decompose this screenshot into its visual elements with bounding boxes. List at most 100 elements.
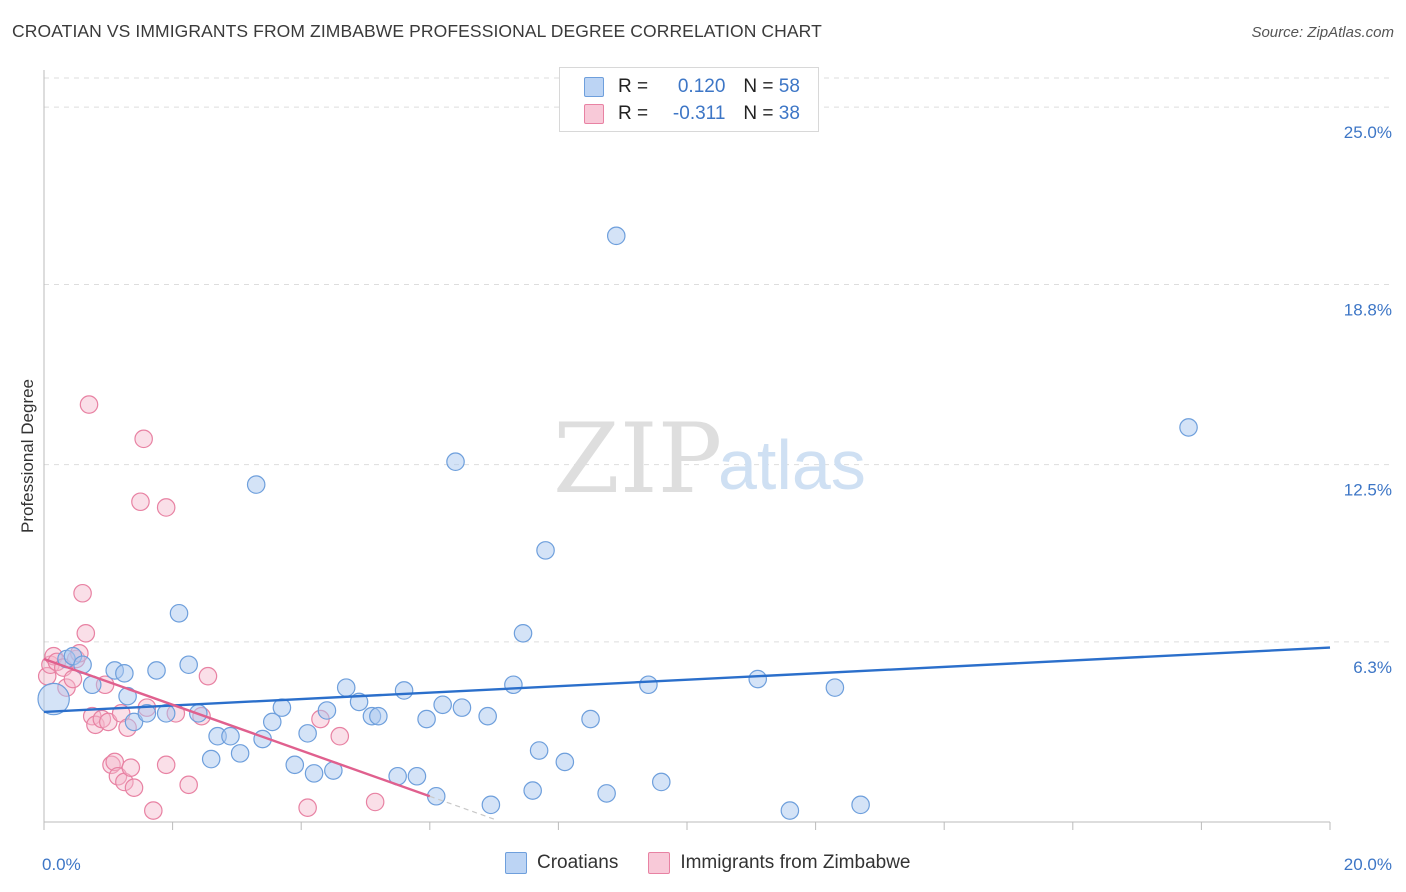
croatian-point	[825, 678, 845, 697]
croatian-point	[317, 701, 337, 720]
legend-r-value: -0.311	[672, 103, 726, 124]
zimbabwe-point	[198, 666, 218, 686]
y-tick-labels: 6.3% 12.5% 18.8% 25.0%	[1344, 123, 1392, 677]
grid-lines	[44, 77, 1392, 643]
legend-swatch-pink	[584, 104, 604, 124]
correlation-legend: R = 0.120 N = 58 R = -0.311 N = 38	[559, 67, 819, 132]
zimbabwe-swatch	[648, 852, 671, 874]
croatian-point	[452, 698, 472, 717]
chart-title: CROATIAN VS IMMIGRANTS FROM ZIMBABWE PRO…	[12, 21, 822, 41]
croatian-point	[639, 675, 658, 695]
y-tick-label: 6.3%	[1353, 658, 1392, 677]
y-tick-label: 12.5%	[1344, 481, 1392, 500]
zimbabwe-point	[76, 623, 96, 643]
croatian-point	[179, 655, 198, 675]
legend-row-zimbabwe: R = -0.311 N = 38	[584, 102, 800, 126]
croatian-point	[336, 678, 356, 697]
legend-row-croatians: R = 0.120 N = 58	[584, 75, 800, 99]
legend-n-label: N =	[743, 76, 774, 97]
series-legend-zimbabwe: Immigrants from Zimbabwe	[648, 852, 911, 874]
croatian-point	[446, 452, 465, 472]
croatians-swatch	[505, 852, 527, 874]
zimbabwe-point	[179, 775, 198, 795]
croatian-point	[1179, 418, 1198, 437]
croatian-point	[221, 726, 240, 746]
trend-lines	[43, 646, 1331, 820]
zimbabwe-point	[156, 755, 176, 775]
croatians-trend-line	[43, 646, 1331, 714]
zimbabwe-point	[105, 752, 125, 772]
croatian-point	[529, 741, 549, 760]
legend-r-label: R =	[618, 103, 649, 124]
legend-n-value: 38	[778, 103, 800, 124]
croatian-point	[513, 623, 533, 643]
legend-n-label: N =	[743, 103, 774, 124]
watermark-zip: ZIP	[553, 403, 722, 515]
zimbabwe-point	[365, 792, 385, 812]
croatian-point	[394, 681, 414, 700]
watermark-atlas: atlas	[718, 426, 866, 504]
croatian-point	[748, 669, 768, 689]
x-tick-labels: 0.0% 20.0%	[42, 855, 1392, 874]
legend-n-value: 58	[778, 76, 800, 97]
croatians-label: Croatians	[537, 852, 619, 873]
croatian-point	[504, 675, 523, 695]
zimbabwe-point	[298, 798, 317, 817]
zimbabwe-point	[121, 758, 141, 777]
y-tick-label: 18.8%	[1344, 300, 1392, 319]
croatian-points	[37, 226, 1198, 820]
croatian-point	[285, 755, 305, 775]
zimbabwe-trend-extension	[429, 795, 495, 820]
croatian-point	[201, 749, 221, 769]
zimbabwe-point	[330, 726, 350, 746]
croatian-point	[536, 541, 555, 560]
zimbabwe-point	[144, 801, 163, 820]
zimbabwe-point	[124, 778, 144, 797]
croatian-point	[523, 781, 542, 800]
croatian-point	[478, 706, 497, 726]
croatian-point	[272, 698, 292, 717]
croatian-point	[137, 704, 157, 723]
zimbabwe-point	[79, 395, 99, 414]
x-tick-label: 0.0%	[42, 855, 81, 874]
zimbabwe-point	[73, 583, 92, 603]
croatian-point	[230, 744, 250, 763]
series-legend: Croatians Immigrants from Zimbabwe	[505, 852, 941, 874]
croatian-point	[169, 603, 189, 623]
croatian-point	[581, 709, 600, 729]
croatian-point	[606, 226, 626, 246]
legend-r-label: R =	[618, 76, 649, 97]
croatian-point	[262, 712, 282, 732]
croatian-point	[115, 664, 134, 683]
croatian-point	[433, 695, 452, 715]
croatian-point	[147, 661, 166, 680]
croatian-point	[651, 772, 671, 792]
source-label: Source: ZipAtlas.com	[1251, 24, 1394, 41]
croatian-point	[369, 706, 388, 726]
croatian-point	[481, 795, 501, 815]
croatian-point	[851, 795, 870, 815]
croatian-point	[246, 475, 266, 494]
zimbabwe-point	[156, 498, 176, 517]
legend-r-value: 0.120	[677, 76, 726, 97]
zimbabwe-label: Immigrants from Zimbabwe	[680, 852, 911, 873]
croatian-point	[597, 784, 616, 803]
zimbabwe-point	[134, 429, 153, 449]
legend-swatch-blue	[584, 77, 604, 97]
y-tick-label: 25.0%	[1344, 123, 1392, 142]
croatian-point	[37, 682, 70, 716]
croatian-point	[407, 766, 427, 786]
croatian-point	[417, 709, 436, 729]
croatian-point	[304, 764, 324, 783]
croatian-point	[555, 752, 575, 772]
zimbabwe-point	[131, 492, 150, 512]
zimbabwe-point	[99, 712, 118, 732]
series-legend-croatians: Croatians	[505, 852, 618, 874]
zimbabwe-trend-line	[43, 657, 431, 798]
zimbabwe-point	[102, 755, 121, 775]
croatian-point	[298, 724, 317, 743]
croatian-point	[780, 801, 800, 820]
croatian-point	[124, 712, 144, 732]
watermark: ZIP atlas	[553, 403, 866, 515]
